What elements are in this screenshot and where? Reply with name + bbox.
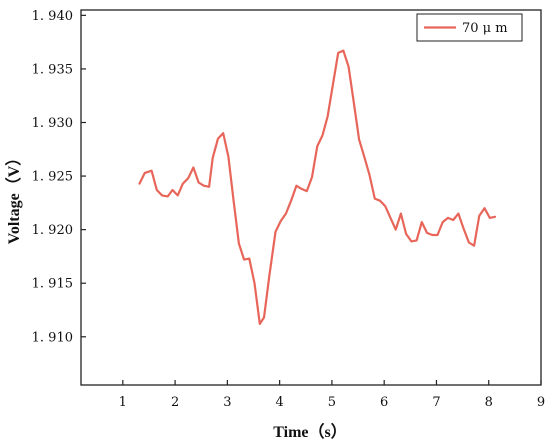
x-tick-label: 6	[380, 395, 388, 410]
y-tick-label: 1. 930	[32, 116, 73, 131]
x-tick-label: 2	[171, 395, 179, 410]
legend: 70 μ m	[416, 13, 523, 42]
x-tick-label: 7	[432, 395, 440, 410]
y-tick-label: 1. 915	[32, 277, 73, 292]
x-tick-label: 4	[275, 395, 283, 410]
plot-frame	[80, 9, 542, 386]
y-tick-label: 1. 920	[32, 223, 73, 238]
x-tick-label: 8	[485, 395, 493, 410]
x-tick-label: 1	[119, 395, 127, 410]
legend-label: 70 μ m	[462, 21, 508, 36]
y-tick-label: 1. 940	[32, 9, 73, 24]
y-axis-title: Voltage（V）	[5, 150, 23, 245]
y-tick-label: 1. 925	[32, 170, 73, 185]
series-line	[138, 49, 497, 325]
x-axis-title: Time（s）	[273, 423, 347, 441]
y-tick-label: 1. 910	[32, 330, 73, 345]
x-tick-label: 3	[223, 395, 231, 410]
x-tick-label: 5	[328, 395, 336, 410]
y-tick-label: 1. 935	[32, 62, 73, 77]
x-tick-label: 9	[537, 395, 545, 410]
